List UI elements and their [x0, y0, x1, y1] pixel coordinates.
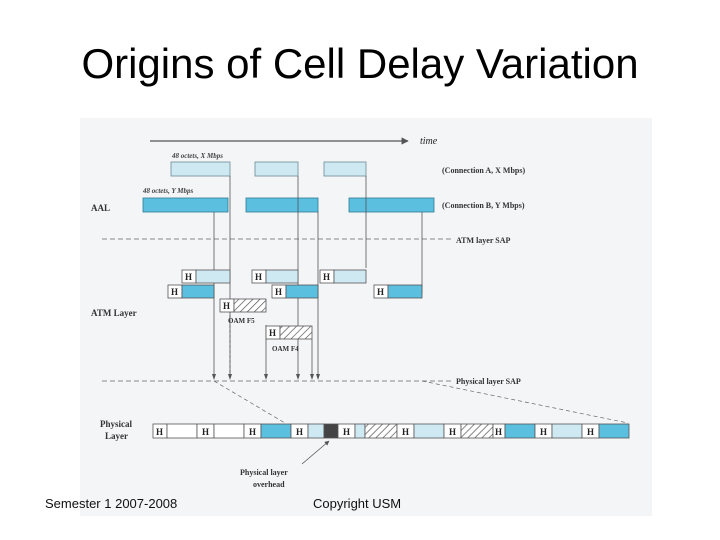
header-mark: H — [587, 427, 594, 437]
aal-a-cell — [170, 161, 231, 177]
phys-b-cell — [260, 423, 292, 439]
physical-overhead-cell — [323, 423, 339, 439]
header-mark: H — [377, 287, 384, 297]
aal-a-cell — [254, 161, 299, 177]
rate-note-b: 48 octets, Y Mbps — [142, 187, 193, 195]
fan-line-right — [421, 380, 629, 424]
overhead-label-2: overhead — [253, 480, 285, 489]
overhead-label-1: Physical layer — [240, 468, 288, 477]
aal-a-cell — [323, 161, 367, 177]
atm-b-cell — [181, 284, 215, 299]
phys-oam-cell — [460, 423, 494, 439]
rate-note-a: 48 octets, X Mbps — [171, 152, 223, 160]
connection-b-label: (Connection B, Y Mbps) — [442, 201, 525, 210]
connection-a-label: (Connection A, X Mbps) — [442, 166, 525, 175]
aal-b-cell — [245, 197, 319, 213]
atm-cells — [167, 269, 423, 340]
phys-cell — [166, 423, 198, 439]
phys-a-cell — [354, 423, 366, 439]
aal-b-cell — [348, 197, 435, 213]
header-mark: H — [275, 287, 282, 297]
aal-b-cell — [142, 197, 229, 213]
cell-delay-diagram: time 48 octets, X Mbps 48 octets, Y Mbps… — [80, 118, 652, 516]
header-mark: H — [402, 427, 409, 437]
atm-layer-label: ATM Layer — [91, 308, 137, 318]
header-mark: H — [269, 328, 276, 338]
phys-a-cell — [413, 423, 445, 439]
sap-arrowheads — [212, 374, 320, 380]
atm-sap-label: ATM layer SAP — [456, 236, 510, 245]
time-label: time — [420, 136, 438, 147]
overhead-arrow — [301, 440, 330, 465]
footer-copyright: Copyright USM — [313, 496, 402, 511]
atm-b-cell — [285, 284, 319, 299]
footer-semester: Semester 1 2007-2008 — [45, 496, 178, 511]
phys-cell — [213, 423, 245, 439]
header-mark: H — [449, 427, 456, 437]
oam-f4-cell — [279, 325, 313, 340]
header-mark: H — [343, 427, 350, 437]
phys-b-cell — [504, 423, 536, 439]
header-mark: H — [255, 272, 262, 282]
header-mark: H — [323, 272, 330, 282]
header-mark: H — [495, 427, 502, 437]
header-mark: H — [540, 427, 547, 437]
phys-a-cell — [307, 423, 325, 439]
atm-header-marks: H H H H H H H H — [171, 272, 384, 338]
header-mark: H — [202, 427, 209, 437]
aal-label: AAL — [91, 203, 110, 213]
physical-sap-label: Physical layer SAP — [456, 377, 521, 386]
oam-f5-cell — [233, 298, 267, 313]
fan-line-left — [213, 380, 286, 424]
atm-b-cell — [387, 284, 423, 299]
physical-stream — [152, 423, 630, 439]
phys-b-cell — [598, 423, 630, 439]
physical-layer-label-2: Layer — [105, 431, 128, 441]
header-mark: H — [171, 287, 178, 297]
header-mark: H — [185, 272, 192, 282]
oam-f4-label: OAM F4 — [272, 345, 299, 353]
phys-a-cell — [551, 423, 583, 439]
header-mark: H — [296, 427, 303, 437]
oam-f5-label: OAM F5 — [228, 317, 255, 325]
header-mark: H — [223, 301, 230, 311]
atm-a-cell — [333, 269, 367, 284]
header-mark: H — [156, 427, 163, 437]
header-mark: H — [249, 427, 256, 437]
slide-title: Origins of Cell Delay Variation — [81, 40, 639, 87]
physical-layer-label-1: Physical — [100, 419, 133, 429]
physical-header-marks: H H H H H H H H H H — [156, 427, 594, 437]
atm-a-cell — [195, 269, 231, 284]
atm-a-cell — [265, 269, 299, 284]
connection-a-aal-bars — [170, 161, 367, 177]
phys-oam-cell — [364, 423, 398, 439]
connection-b-aal-bars — [142, 197, 435, 213]
